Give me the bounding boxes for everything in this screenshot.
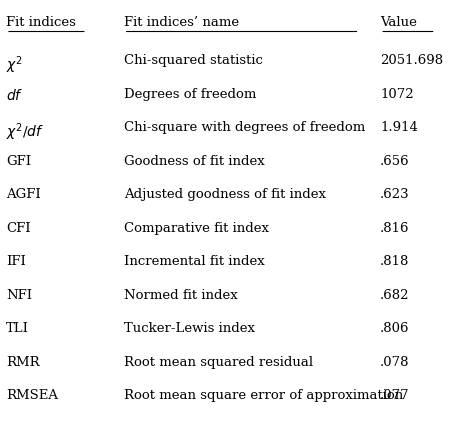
Text: Chi-square with degrees of freedom: Chi-square with degrees of freedom	[124, 121, 365, 134]
Text: .818: .818	[380, 255, 410, 268]
Text: RMR: RMR	[6, 356, 40, 369]
Text: NFI: NFI	[6, 289, 32, 302]
Text: TLI: TLI	[6, 323, 29, 336]
Text: AGFI: AGFI	[6, 188, 41, 201]
Text: Fit indices’ name: Fit indices’ name	[124, 16, 239, 29]
Text: 1.914: 1.914	[380, 121, 418, 134]
Text: Degrees of freedom: Degrees of freedom	[124, 88, 256, 101]
Text: 2051.698: 2051.698	[380, 54, 443, 67]
Text: IFI: IFI	[6, 255, 26, 268]
Text: Root mean square error of approximation: Root mean square error of approximation	[124, 390, 403, 403]
Text: Fit indices: Fit indices	[6, 16, 76, 29]
Text: 1072: 1072	[380, 88, 414, 101]
Text: GFI: GFI	[6, 155, 31, 168]
Text: .682: .682	[380, 289, 410, 302]
Text: Tucker-Lewis index: Tucker-Lewis index	[124, 323, 255, 336]
Text: Incremental fit index: Incremental fit index	[124, 255, 264, 268]
Text: $\chi^2/df$: $\chi^2/df$	[6, 121, 44, 143]
Text: Normed fit index: Normed fit index	[124, 289, 237, 302]
Text: CFI: CFI	[6, 222, 31, 235]
Text: Adjusted goodness of fit index: Adjusted goodness of fit index	[124, 188, 326, 201]
Text: Goodness of fit index: Goodness of fit index	[124, 155, 264, 168]
Text: .656: .656	[380, 155, 410, 168]
Text: $df$: $df$	[6, 88, 23, 103]
Text: Root mean squared residual: Root mean squared residual	[124, 356, 313, 369]
Text: Chi-squared statistic: Chi-squared statistic	[124, 54, 263, 67]
Text: .623: .623	[380, 188, 410, 201]
Text: .806: .806	[380, 323, 410, 336]
Text: RMSEA: RMSEA	[6, 390, 58, 403]
Text: .078: .078	[380, 356, 410, 369]
Text: Comparative fit index: Comparative fit index	[124, 222, 269, 235]
Text: Value: Value	[380, 16, 417, 29]
Text: $\chi^2$: $\chi^2$	[6, 54, 23, 76]
Text: .816: .816	[380, 222, 410, 235]
Text: .077: .077	[380, 390, 410, 403]
